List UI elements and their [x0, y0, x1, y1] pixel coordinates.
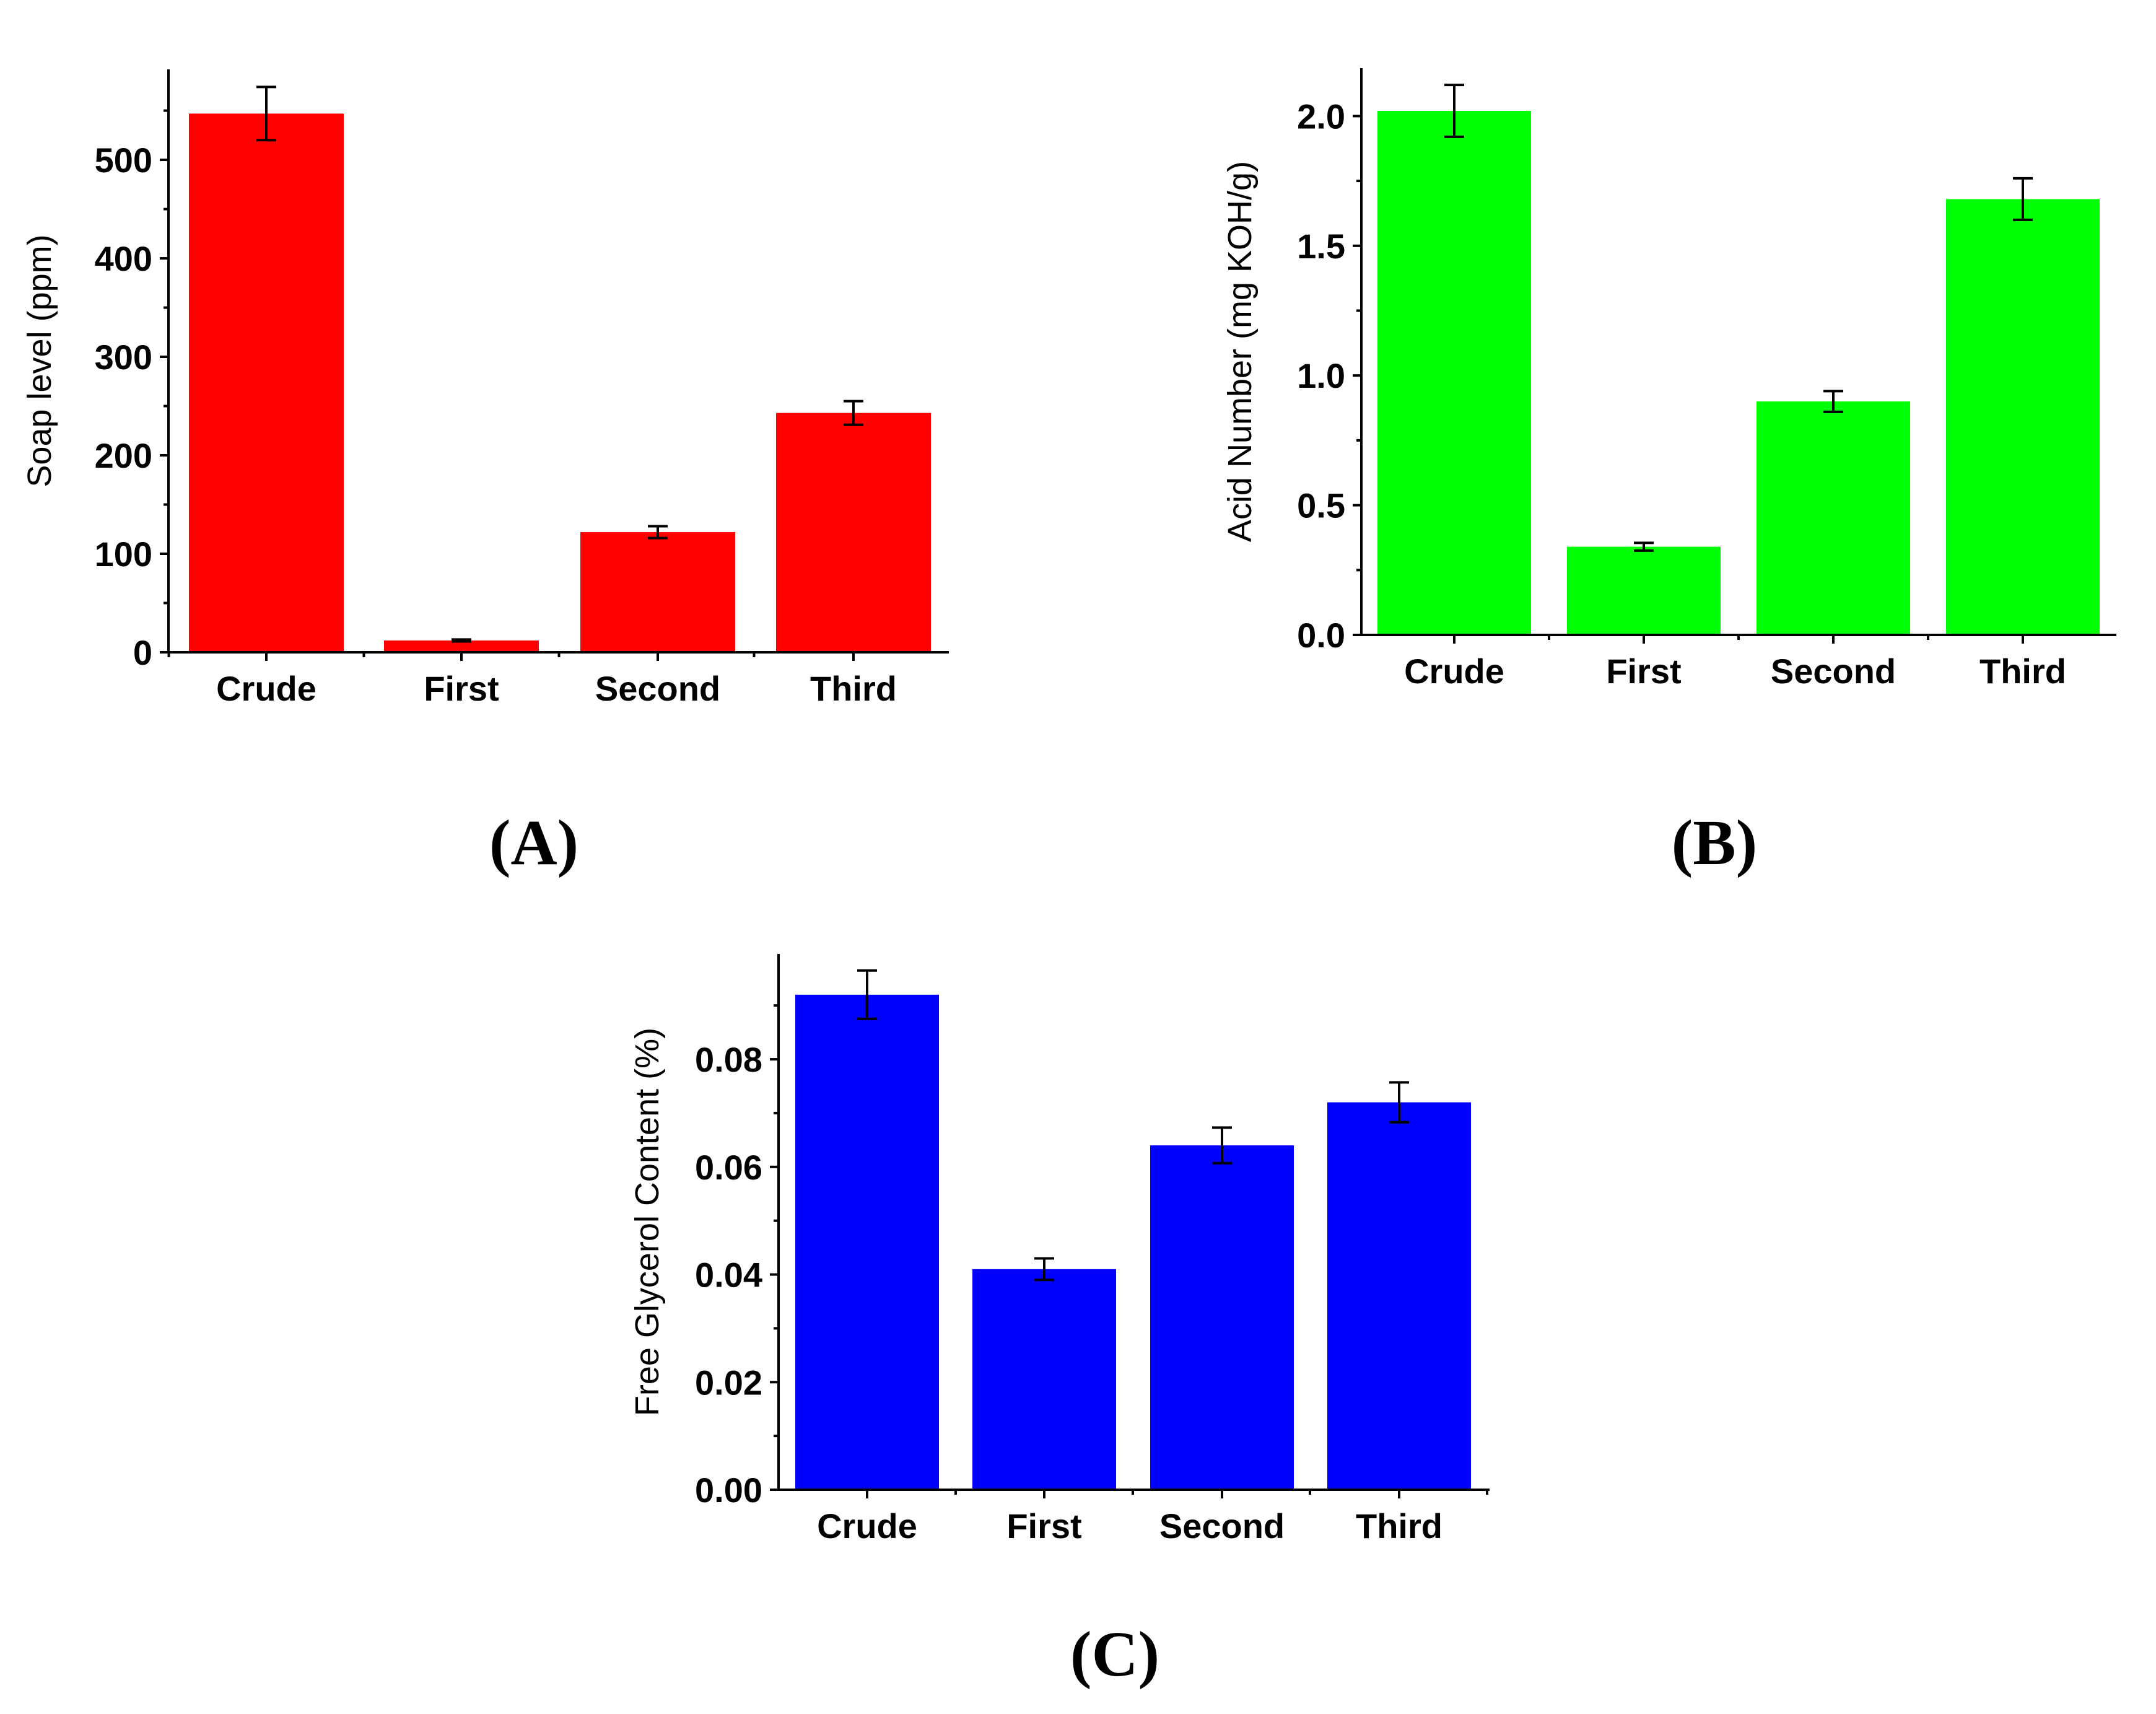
- error-bar-first: [452, 638, 471, 643]
- error-bar-second: [648, 525, 668, 540]
- y-tick-label: 2.0: [1297, 97, 1345, 136]
- bar-crude: [189, 113, 344, 652]
- bar-third: [776, 413, 931, 652]
- y-tick-label: 0.06: [695, 1148, 762, 1187]
- chart-panel-a: 0 100 200 300 400 500 Crude First Second Third Soa…: [21, 69, 949, 878]
- x-tick-label-crude: Crude: [216, 669, 316, 708]
- chart-panel-b: 0.0 0.5 1.0 1.5 2.0 Crude First Second Third Acid…: [1221, 68, 2116, 878]
- y-tick-label: 0.0: [1297, 616, 1345, 655]
- x-tick-label-first: First: [424, 669, 499, 708]
- y-tick-label: 1.0: [1297, 356, 1345, 395]
- bar-third: [1327, 1102, 1471, 1490]
- x-tick-label-second: Second: [595, 669, 720, 708]
- error-bar-second: [1212, 1126, 1232, 1165]
- error-bar-third: [2013, 177, 2033, 221]
- x-tick-label-second: Second: [1159, 1506, 1285, 1546]
- x-tick-label-crude: Crude: [817, 1506, 917, 1546]
- y-tick-label: 0.04: [695, 1256, 762, 1295]
- bar-crude: [1377, 111, 1531, 636]
- y-axis-title: Soap level (ppm): [21, 234, 58, 487]
- bar-second: [580, 532, 735, 652]
- y-tick-label: 0: [133, 633, 152, 672]
- y-tick-label: 0.08: [695, 1040, 762, 1079]
- bar-first: [972, 1269, 1116, 1490]
- error-bar-crude: [857, 969, 877, 1020]
- error-bar-second: [1823, 390, 1843, 413]
- y-tick-label: 0.02: [695, 1363, 762, 1402]
- x-tick-label-first: First: [1006, 1506, 1081, 1546]
- error-bar-third: [1389, 1081, 1409, 1124]
- x-tick-label-second: Second: [1771, 652, 1896, 691]
- x-tick-label-third: Third: [1979, 652, 2066, 691]
- y-tick-label: 500: [95, 141, 152, 180]
- y-tick-label: 1.5: [1297, 227, 1345, 266]
- panel-label: (A): [489, 807, 578, 878]
- x-tick-label-third: Third: [810, 669, 897, 708]
- bar-first: [384, 640, 539, 652]
- y-tick-label: 400: [95, 239, 152, 278]
- x-tick-label-crude: Crude: [1404, 652, 1504, 691]
- error-bar-crude: [256, 85, 276, 142]
- y-tick-label: 100: [95, 535, 152, 574]
- y-tick-label: 0.5: [1297, 486, 1345, 525]
- bar-second: [1757, 401, 1910, 635]
- panel-label: (B): [1672, 807, 1758, 878]
- error-bar-first: [1634, 541, 1654, 552]
- x-tick-label-third: Third: [1356, 1506, 1442, 1546]
- y-tick-label: 300: [95, 338, 152, 377]
- error-bar-crude: [1444, 84, 1464, 138]
- panel-label: (C): [1070, 1619, 1159, 1690]
- chart-panel-c: 0.00 0.02 0.04 0.06 0.08 Crude First Second Thir…: [629, 954, 1490, 1690]
- bar-crude: [795, 994, 939, 1490]
- bar-first: [1567, 546, 1721, 635]
- error-bar-first: [1034, 1257, 1054, 1282]
- y-axis-title: Acid Number (mg KOH/g): [1221, 161, 1259, 542]
- bar-second: [1150, 1145, 1294, 1490]
- y-tick-label: 200: [95, 436, 152, 475]
- y-tick-label: 0.00: [695, 1471, 762, 1510]
- x-tick-label-first: First: [1606, 652, 1681, 691]
- bar-third: [1946, 199, 2100, 635]
- error-bar-third: [844, 400, 863, 426]
- y-axis-title: Free Glycerol Content (%): [629, 1028, 666, 1416]
